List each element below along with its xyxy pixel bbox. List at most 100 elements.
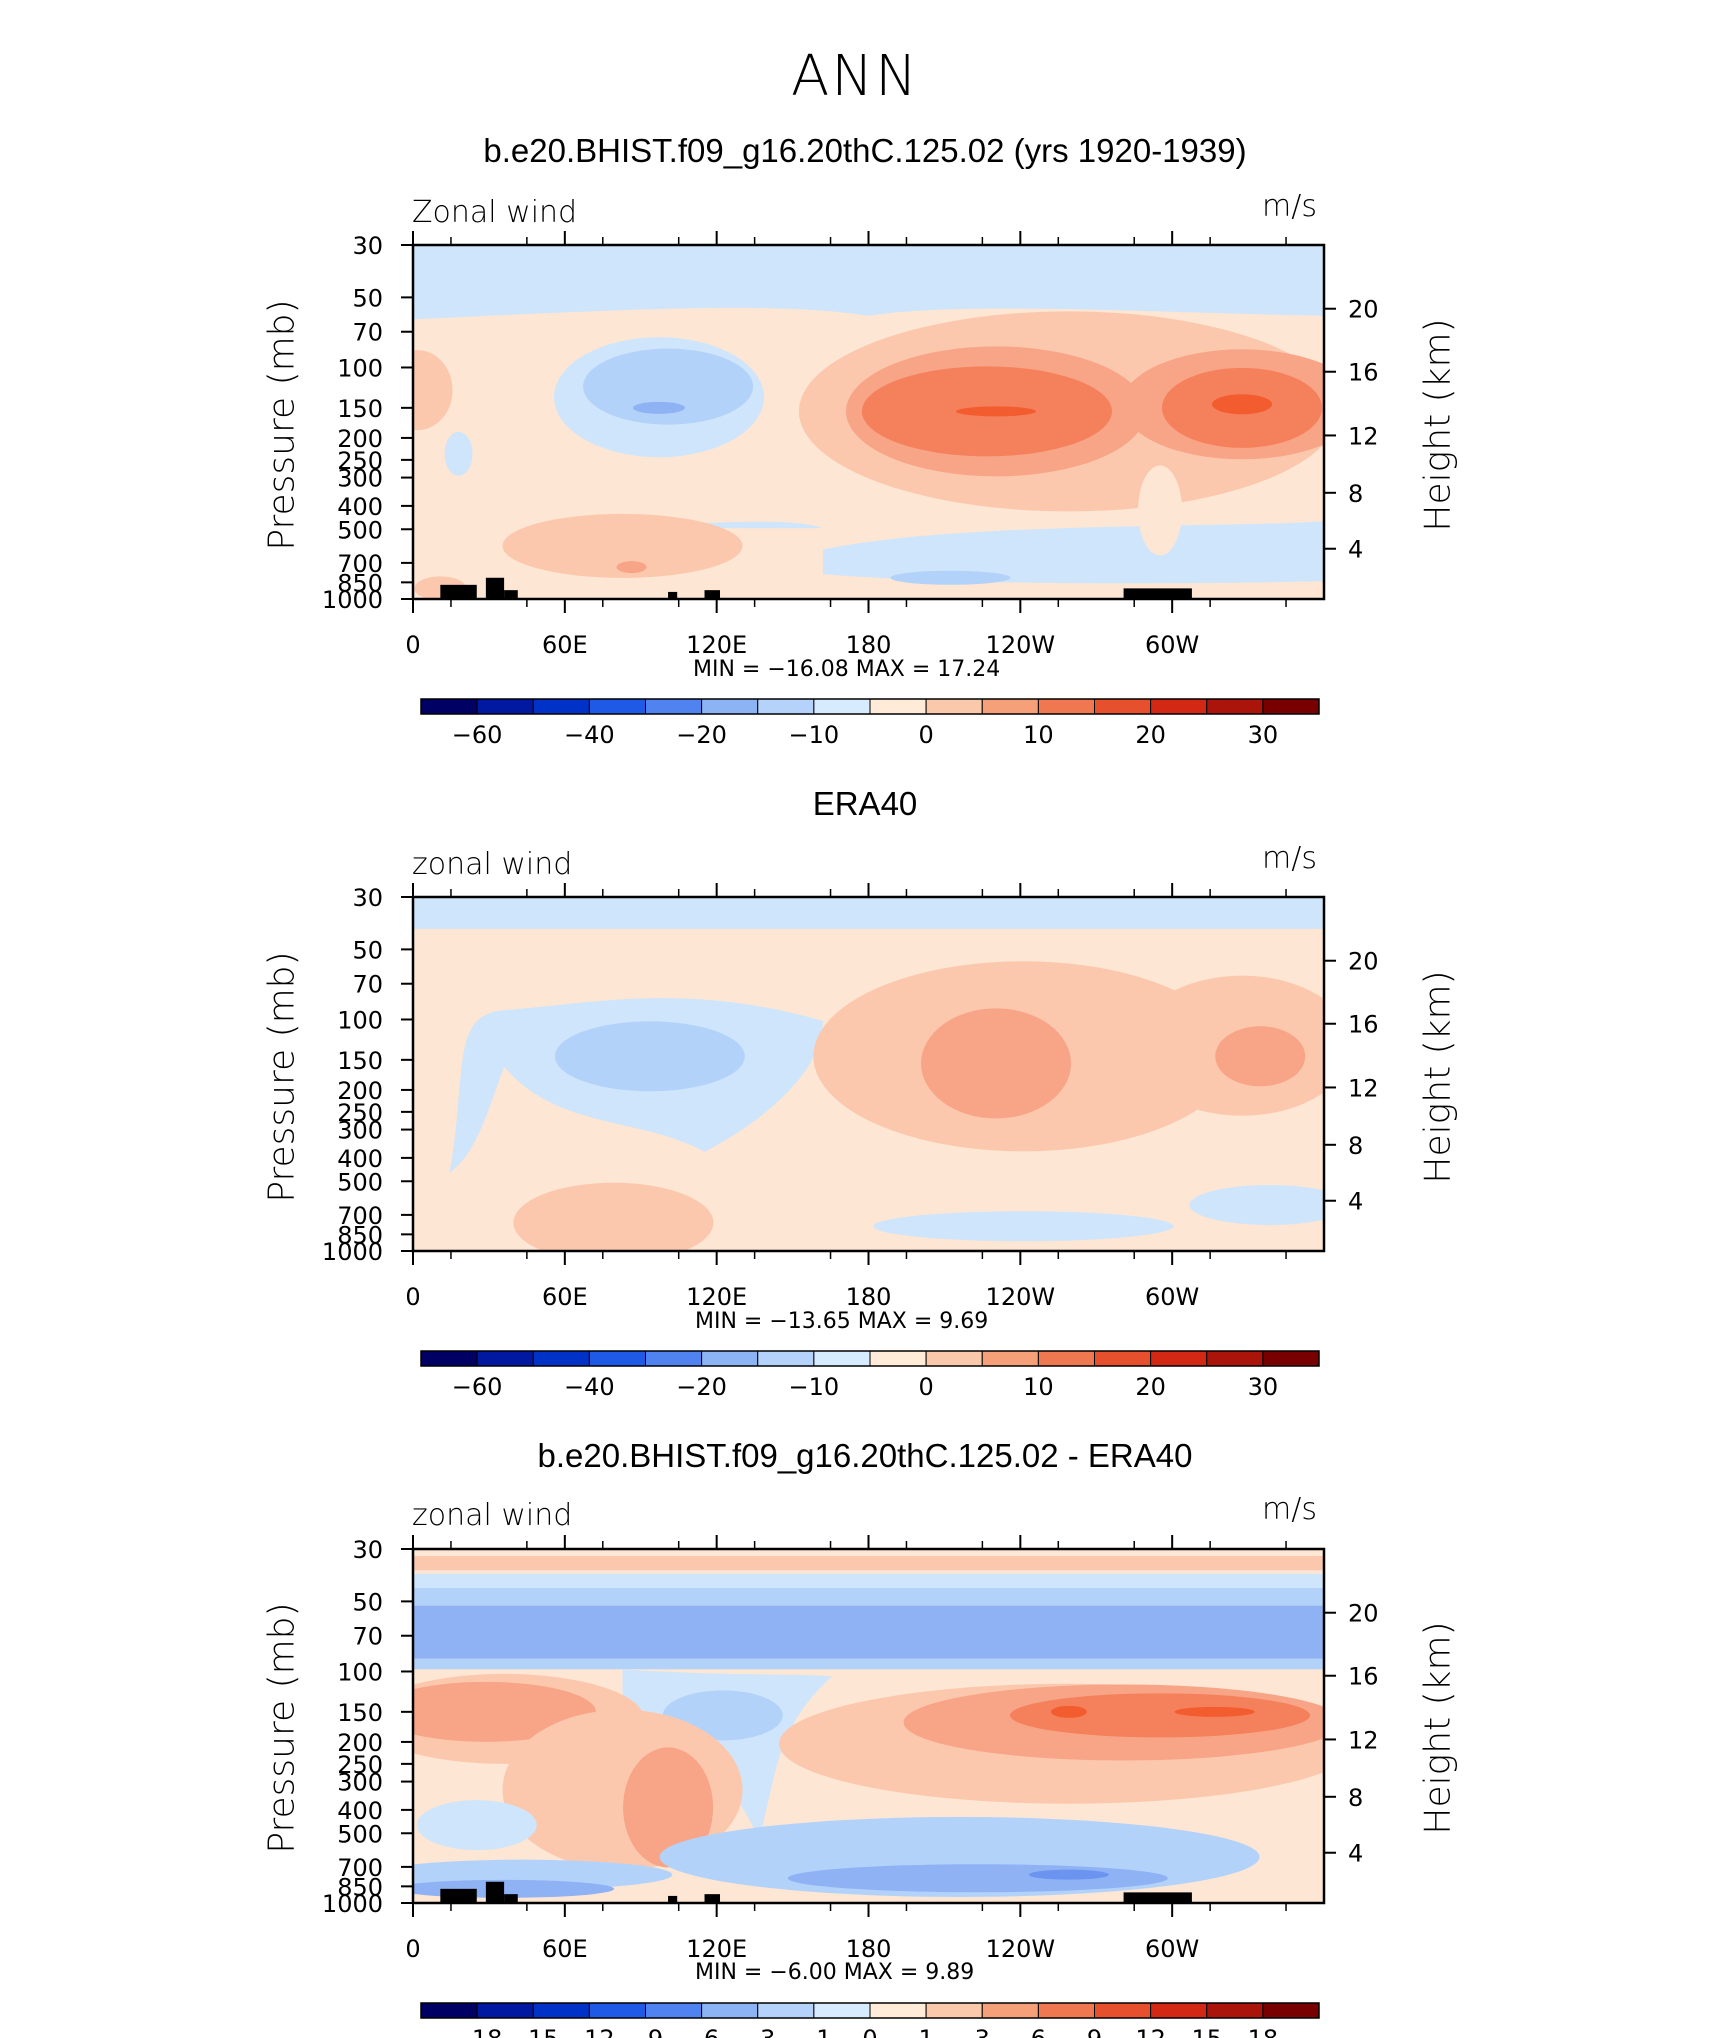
upper-negative-band: [413, 1587, 1324, 1606]
colorbar-swatch: [757, 2002, 815, 2019]
colorbar-swatch: [981, 1350, 1039, 1367]
pressure-tick-label: 1000: [322, 586, 383, 614]
topography-block-6: [1123, 1892, 1192, 1903]
pressure-tick-label: 100: [337, 1006, 383, 1034]
longitude-tick-label: 180: [846, 1935, 892, 1963]
pressure-tick-label: 1000: [322, 1238, 383, 1266]
colorbar-swatch: [532, 1350, 590, 1367]
topography-block-1: [440, 1888, 477, 1903]
topography-block-5: [704, 590, 721, 599]
colorbar-swatch: [1262, 2002, 1320, 2019]
panel-3-variable-label: zonal wind: [412, 1498, 573, 1533]
colorbar-swatch: [981, 698, 1039, 715]
panel-3-minmax: MIN = −6.00 MAX = 9.89: [695, 1960, 975, 1985]
colorbar-label: 6: [1031, 2025, 1046, 2038]
colorbar-label: 0: [918, 1373, 933, 1401]
main-title: ANN: [790, 44, 920, 109]
colorbar-swatch: [476, 2002, 534, 2019]
upper-negative-edge: [413, 1573, 1324, 1588]
longitude-tick-label: 60E: [542, 1283, 588, 1311]
colorbar-label: −60: [452, 1373, 503, 1401]
positive-peak-b: [1174, 1706, 1255, 1717]
colorbar-label: −40: [564, 1373, 615, 1401]
height-tick-label: 4: [1348, 536, 1363, 564]
pressure-tick-label: 250: [337, 447, 383, 475]
topography-block-2: [485, 577, 505, 599]
colorbar-swatch: [869, 1350, 927, 1367]
colorbar-swatch: [1037, 2002, 1095, 2019]
panel-1-plot: 3050701001502002503004005007008501000481…: [322, 231, 1379, 659]
colorbar-frame: [420, 2002, 1320, 2019]
pressure-tick-label: 850: [337, 1221, 383, 1249]
pressure-tick-label: 50: [352, 936, 383, 964]
colorbar-label: 15: [1191, 2025, 1222, 2038]
pressure-tick-label: 700: [337, 1854, 383, 1882]
colorbar-label: −10: [789, 1373, 840, 1401]
colorbar-swatch: [925, 698, 983, 715]
colorbar-swatch: [1262, 698, 1320, 715]
pressure-tick-label: 850: [337, 1873, 383, 1901]
height-tick-label: 4: [1348, 1188, 1363, 1216]
upper-easterly-band: [413, 897, 1324, 929]
panel-1-colorbar: −60 −40 −20 −10 0 10 20 30: [420, 698, 1320, 749]
colorbar-swatch: [701, 2002, 759, 2019]
colorbar-label: 9: [1087, 2025, 1102, 2038]
colorbar-swatch: [645, 1350, 703, 1367]
upper-easterly: [583, 348, 754, 425]
colorbar-swatch: [1206, 2002, 1264, 2019]
lower-westerly: [513, 1182, 714, 1251]
panel-2-colorbar: −60 −40 −20 −10 0 10 20 30: [420, 1350, 1320, 1401]
panel-2-minmax: MIN = −13.65 MAX = 9.69: [695, 1309, 989, 1334]
topography-block-4: [668, 591, 678, 599]
pressure-tick-label: 100: [337, 354, 383, 382]
pressure-tick-label: 30: [352, 232, 383, 260]
colorbar-swatch: [701, 1350, 759, 1367]
longitude-tick-label: 180: [846, 1283, 892, 1311]
height-tick-label: 12: [1348, 422, 1379, 450]
longitude-tick-label: 0: [405, 1283, 420, 1311]
jet-b-core: [1212, 394, 1273, 415]
longitude-tick-label: 60E: [542, 631, 588, 659]
height-tick-label: 20: [1348, 948, 1379, 976]
colorbar-label: −6: [684, 2025, 719, 2038]
colorbar-label: 12: [1135, 2025, 1166, 2038]
height-tick-label: 8: [1348, 1132, 1363, 1160]
colorbar-swatch: [981, 2002, 1039, 2019]
longitude-tick-label: 120E: [686, 1283, 747, 1311]
lower-negative-peak: [1028, 1869, 1109, 1880]
pressure-tick-label: 700: [337, 550, 383, 578]
colorbar-swatch: [532, 2002, 590, 2019]
height-tick-label: 8: [1348, 480, 1363, 508]
pressure-tick-label: 400: [337, 493, 383, 521]
colorbar-swatch: [532, 698, 590, 715]
colorbar-label: 10: [1023, 721, 1054, 749]
colorbar-label: 30: [1248, 721, 1279, 749]
colorbar-label: −12: [564, 2025, 615, 2038]
colorbar-swatch: [869, 698, 927, 715]
pressure-tick-label: 50: [352, 284, 383, 312]
colorbar-label: 20: [1135, 1373, 1166, 1401]
pressure-tick-label: 300: [337, 465, 383, 493]
surface-easterly-zone: [822, 521, 1324, 584]
pressure-tick-label: 850: [337, 569, 383, 597]
pressure-tick-label: 700: [337, 1202, 383, 1230]
longitude-tick-label: 0: [405, 631, 420, 659]
height-tick-label: 4: [1348, 1840, 1363, 1868]
panel-1-minmax: MIN = −16.08 MAX = 17.24: [693, 657, 1001, 682]
panel-1-units-label: m/s: [1262, 189, 1317, 224]
surface-easterly-b: [1189, 1184, 1324, 1225]
colorbar-swatch: [1262, 1350, 1320, 1367]
pressure-tick-label: 1000: [322, 1890, 383, 1918]
lower-westerly: [502, 513, 743, 578]
height-tick-label: 12: [1348, 1074, 1379, 1102]
pressure-tick-label: 250: [337, 1099, 383, 1127]
colorbar-swatch: [645, 2002, 703, 2019]
pressure-tick-label: 150: [337, 1699, 383, 1727]
top-positive-band: [413, 1556, 1324, 1571]
topography-block-3: [504, 590, 518, 599]
longitude-tick-label: 120E: [686, 1935, 747, 1963]
longitude-tick-label: 60E: [542, 1935, 588, 1963]
longitude-tick-label: 120W: [986, 1283, 1056, 1311]
colorbar-label: 3: [975, 2025, 990, 2038]
